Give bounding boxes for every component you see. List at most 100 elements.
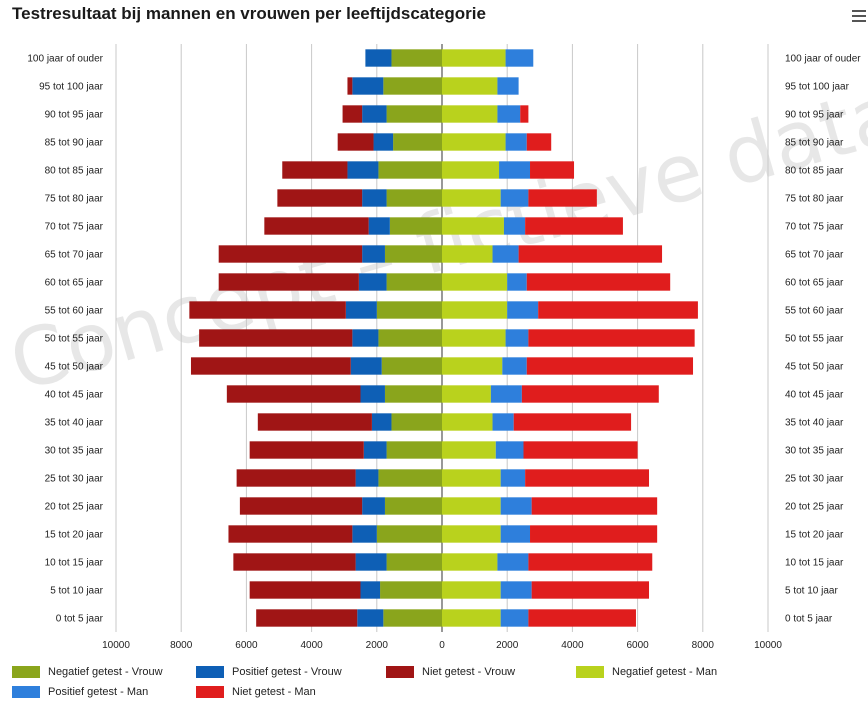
bar-segment (502, 357, 527, 375)
bar-segment (500, 497, 532, 515)
x-tick-label: 4000 (561, 640, 584, 651)
category-label-right: 25 tot 30 jaar (785, 474, 844, 485)
bar-segment (189, 301, 346, 319)
bar-segment (526, 133, 552, 151)
bar-segment (503, 217, 526, 235)
bar-segment (442, 525, 501, 543)
legend-item-negatief-man[interactable]: Negatief getest - Man (576, 666, 717, 678)
bar-segment (528, 609, 636, 627)
bar-segment (352, 329, 379, 347)
category-label-left: 70 tot 75 jaar (45, 222, 104, 233)
category-label-left: 20 tot 25 jaar (45, 502, 104, 513)
bar-segment (500, 525, 531, 543)
legend-label: Positief getest - Vrouw (232, 666, 342, 678)
bar-segment (389, 217, 442, 235)
bar-segment (362, 245, 385, 263)
legend-item-niet-vrouw[interactable]: Niet getest - Vrouw (386, 666, 515, 678)
bar-segment (345, 301, 377, 319)
bar-segment (442, 301, 508, 319)
bar-segment (528, 329, 695, 347)
bar-segment (442, 161, 500, 179)
bar-segment (442, 105, 498, 123)
bar-segment (442, 413, 493, 431)
legend-label: Niet getest - Vrouw (422, 666, 516, 678)
x-tick-label: 4000 (300, 640, 323, 651)
category-label-left: 75 tot 80 jaar (45, 194, 104, 205)
bar-segment (376, 301, 442, 319)
category-label-right: 50 tot 55 jaar (785, 334, 844, 345)
bar-segment (355, 553, 387, 571)
x-tick-label: 10000 (754, 640, 782, 651)
bar-segment (360, 581, 381, 599)
bar-segment (386, 441, 442, 459)
bar-segment (492, 413, 514, 431)
bar-segment (239, 497, 363, 515)
legend-label: Negatief getest - Vrouw (48, 666, 163, 678)
bar-segment (531, 581, 650, 599)
bar-segment (528, 553, 653, 571)
bar-segment (442, 385, 491, 403)
legend-item-positief-vrouw[interactable]: Positief getest - Vrouw (196, 666, 342, 678)
bar-segment (380, 581, 442, 599)
bar-segment (350, 357, 382, 375)
bar-segment (497, 105, 521, 123)
bar-segment (505, 49, 534, 67)
category-label-left: 55 tot 60 jaar (45, 306, 104, 317)
hamburger-menu-icon[interactable] (852, 10, 866, 22)
category-label-right: 45 tot 50 jaar (785, 362, 844, 373)
chart-title: Testresultaat bij mannen en vrouwen per … (12, 4, 486, 23)
bar-segment (391, 413, 442, 431)
category-label-left: 85 tot 90 jaar (45, 138, 104, 149)
bar-segment (362, 189, 387, 207)
legend-swatch (196, 686, 224, 698)
bar-segment (355, 469, 379, 487)
bar-segment (352, 525, 377, 543)
bar-segment (218, 245, 363, 263)
bar-segment (357, 609, 384, 627)
bar-segment (358, 273, 387, 291)
bar-segment (257, 413, 372, 431)
bar-segment (347, 77, 353, 95)
x-tick-label: 6000 (235, 640, 258, 651)
category-label-left: 65 tot 70 jaar (45, 250, 104, 261)
legend-swatch (576, 666, 604, 678)
x-tick-label: 2000 (496, 640, 519, 651)
bar-segment (228, 525, 353, 543)
legend-item-positief-man[interactable]: Positief getest - Man (12, 686, 148, 698)
bar-segment (378, 329, 442, 347)
bar-segment (233, 553, 356, 571)
bar-segment (362, 105, 387, 123)
bar-segment (492, 245, 519, 263)
category-label-right: 85 tot 90 jaar (785, 138, 844, 149)
category-label-right: 65 tot 70 jaar (785, 250, 844, 261)
bar-segment (442, 133, 506, 151)
category-label-right: 35 tot 40 jaar (785, 418, 844, 429)
category-label-left: 25 tot 30 jaar (45, 474, 104, 485)
bar-segment (236, 469, 356, 487)
bar-segment (386, 189, 442, 207)
bar-segment (530, 525, 658, 543)
category-label-left: 95 tot 100 jaar (39, 82, 104, 93)
bar-segment (442, 609, 501, 627)
category-label-left: 100 jaar of ouder (27, 54, 103, 65)
bar-segment (521, 385, 659, 403)
category-label-right: 75 tot 80 jaar (785, 194, 844, 205)
bar-segment (381, 357, 442, 375)
bar-segment (526, 357, 694, 375)
category-label-right: 5 tot 10 jaar (785, 586, 838, 597)
bar-segment (383, 77, 442, 95)
bar-segment (218, 273, 359, 291)
legend-item-negatief-vrouw[interactable]: Negatief getest - Vrouw (12, 666, 163, 678)
category-label-left: 35 tot 40 jaar (45, 418, 104, 429)
bar-segment (497, 553, 529, 571)
legend-item-niet-man[interactable]: Niet getest - Man (196, 686, 316, 698)
category-label-left: 60 tot 65 jaar (45, 278, 104, 289)
bar-segment (507, 273, 527, 291)
category-label-right: 40 tot 45 jaar (785, 390, 844, 401)
bar-segment (368, 217, 390, 235)
bar-segment (525, 217, 623, 235)
legend-label: Niet getest - Man (232, 686, 316, 698)
bar-segment (386, 553, 442, 571)
bar-segment (497, 77, 519, 95)
bar-segment (342, 105, 363, 123)
